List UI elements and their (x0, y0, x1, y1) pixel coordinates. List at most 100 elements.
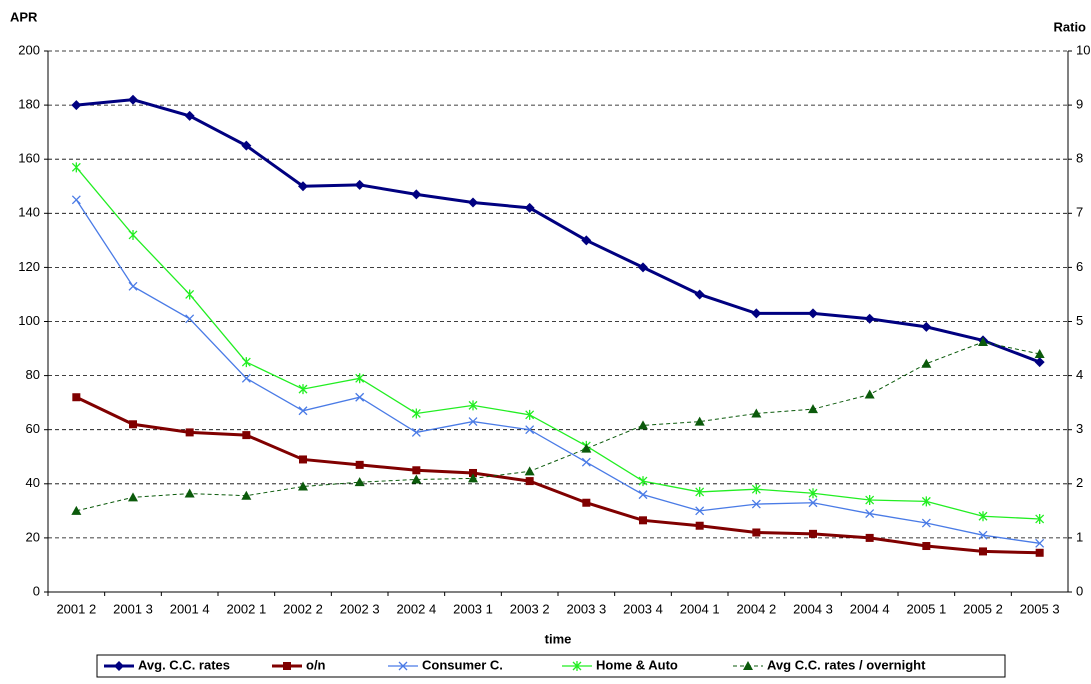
x-tick-label: 2002 4 (396, 601, 436, 616)
legend-marker (398, 661, 408, 671)
marker (71, 505, 82, 515)
legend-label: Avg. C.C. rates (138, 657, 230, 672)
y-tick-label: 40 (26, 475, 40, 490)
legend-label: Avg C.C. rates / overnight (767, 657, 926, 672)
series-line (75, 199, 1040, 544)
legend-marker (572, 661, 582, 671)
marker (469, 468, 477, 477)
x-tick-label: 2004 1 (680, 601, 720, 616)
marker (299, 455, 307, 464)
marker (1035, 548, 1044, 557)
marker (185, 289, 195, 300)
marker (638, 476, 648, 487)
marker (751, 499, 761, 509)
marker (185, 428, 194, 437)
legend-marker (114, 661, 124, 671)
marker (468, 197, 478, 208)
marker (298, 384, 308, 395)
legend-label: o/n (306, 657, 326, 672)
marker (71, 100, 82, 111)
marker (184, 488, 195, 498)
marker (411, 427, 421, 437)
marker (468, 417, 478, 427)
y2-tick-label: 6 (1076, 259, 1083, 274)
y-tick-label: 80 (26, 367, 40, 382)
x-tick-label: 2003 4 (623, 601, 663, 616)
y2-tick-label: 8 (1076, 151, 1083, 166)
marker (751, 308, 762, 319)
marker (581, 457, 591, 467)
y2-tick-label: 7 (1076, 205, 1083, 220)
x-tick-label: 2005 2 (963, 601, 1003, 616)
legend-marker (743, 661, 753, 670)
y-tick-label: 180 (18, 97, 40, 112)
x-tick-label: 2003 3 (566, 601, 606, 616)
x-tick-label: 2001 2 (56, 601, 96, 616)
marker (1034, 357, 1045, 368)
marker (581, 235, 592, 246)
series-line (76, 341, 1040, 512)
marker (129, 420, 137, 429)
marker (525, 409, 535, 420)
marker (412, 466, 421, 475)
marker (581, 443, 592, 453)
y2-tick-label: 0 (1076, 583, 1083, 598)
marker (71, 162, 81, 173)
marker (241, 357, 251, 368)
x-axis-title: time (545, 631, 572, 646)
y2-tick-label: 10 (1076, 42, 1090, 57)
y-tick-label: 140 (18, 205, 40, 220)
legend-label: Home & Auto (596, 657, 678, 672)
y2-tick-label: 4 (1076, 367, 1083, 382)
marker (638, 490, 648, 500)
x-tick-label: 2004 3 (793, 601, 833, 616)
y-axis-title: APR (10, 9, 38, 24)
marker (524, 466, 535, 476)
marker (184, 110, 195, 121)
legend-marker (283, 662, 291, 670)
marker (638, 420, 648, 430)
marker (921, 358, 932, 368)
marker (865, 533, 874, 542)
y2-axis-title: Ratio (1054, 19, 1087, 34)
legend-label: Consumer C. (422, 657, 503, 672)
marker (354, 477, 365, 487)
y-tick-label: 120 (18, 259, 40, 274)
marker (694, 416, 705, 426)
marker (865, 495, 875, 506)
marker (809, 529, 817, 538)
marker (808, 308, 818, 319)
y2-tick-label: 3 (1076, 421, 1083, 436)
marker (128, 492, 138, 502)
marker (921, 321, 932, 332)
marker (128, 94, 138, 105)
marker (978, 337, 988, 347)
marker (468, 400, 478, 411)
x-tick-label: 2002 2 (283, 601, 323, 616)
x-tick-label: 2003 1 (453, 601, 493, 616)
marker (355, 392, 365, 402)
marker (921, 518, 931, 528)
series-line (76, 98, 1041, 364)
marker (864, 313, 875, 324)
marker (979, 547, 987, 556)
marker (1035, 538, 1045, 548)
marker (751, 484, 761, 495)
series-line (75, 166, 1040, 520)
marker (354, 179, 365, 190)
y2-tick-label: 9 (1076, 97, 1083, 112)
marker (71, 195, 81, 205)
marker (241, 490, 252, 500)
marker (355, 460, 364, 469)
legend (96, 654, 1006, 678)
marker (582, 498, 591, 507)
marker (241, 140, 252, 151)
y2-tick-label: 5 (1076, 313, 1083, 328)
marker (468, 473, 478, 483)
marker (525, 477, 534, 486)
marker (694, 289, 705, 300)
marker (808, 488, 818, 499)
marker (525, 425, 535, 435)
marker (128, 229, 138, 240)
x-tick-label: 2004 4 (850, 601, 890, 616)
